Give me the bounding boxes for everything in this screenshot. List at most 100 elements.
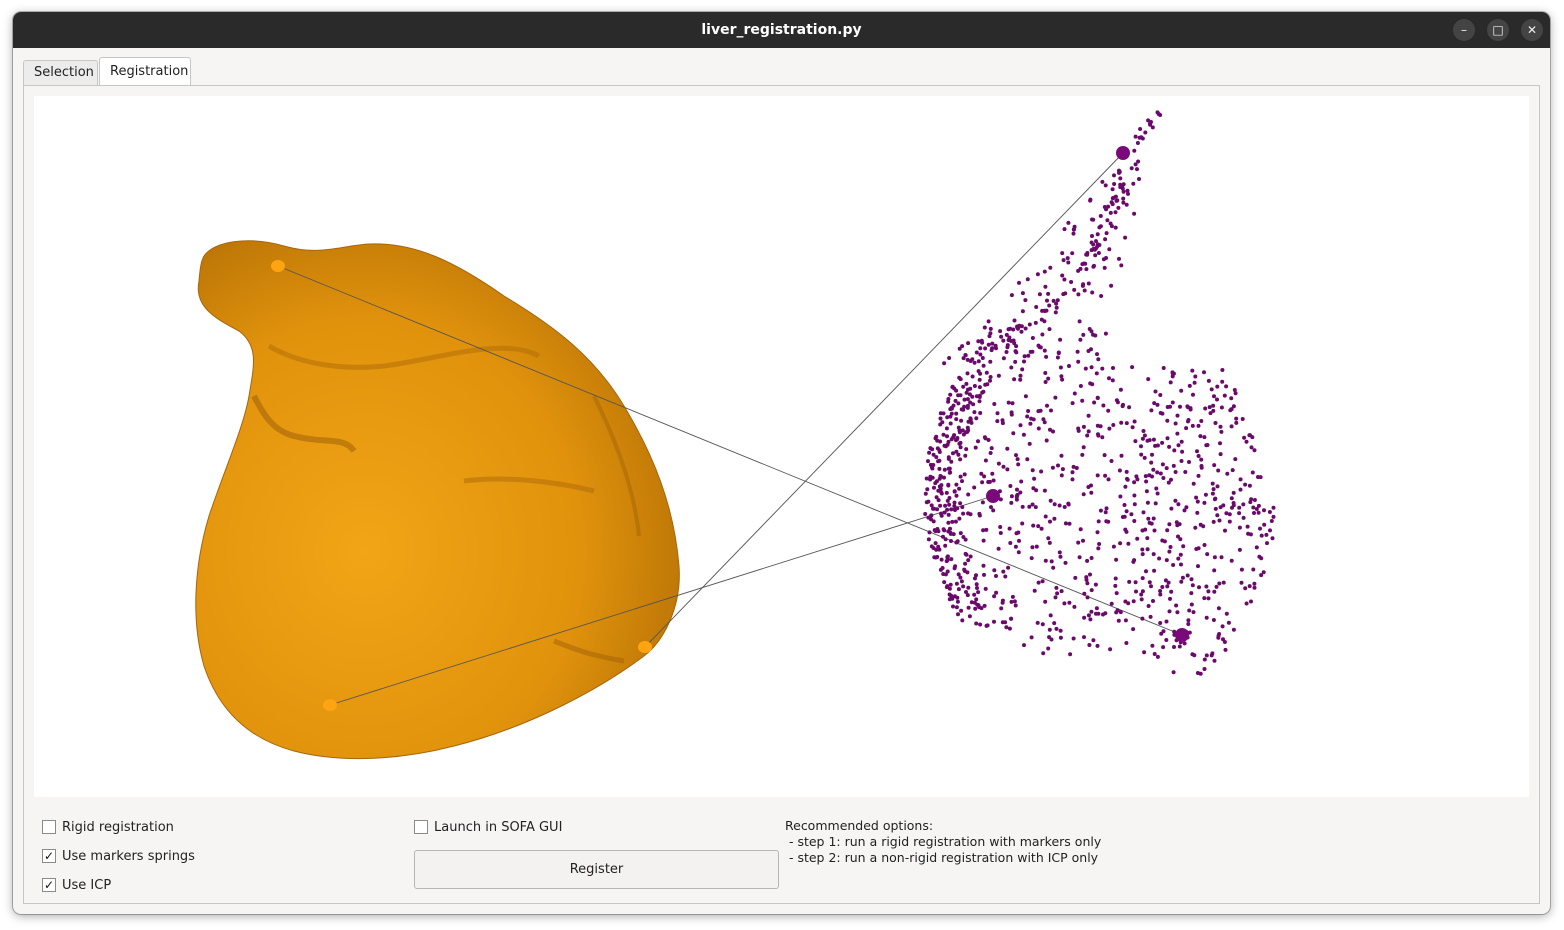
point-cloud-point [972, 592, 977, 597]
liver-marker[interactable] [638, 641, 652, 653]
point-cloud-point [1151, 437, 1156, 442]
use-icp-option[interactable]: Use ICP [42, 876, 111, 894]
liver-mesh[interactable] [195, 240, 680, 760]
point-cloud-point [1210, 481, 1215, 486]
point-cloud-point [1107, 247, 1112, 252]
point-cloud-point [1141, 429, 1146, 433]
point-cloud-point [1138, 127, 1143, 131]
point-cloud-point [1220, 368, 1225, 372]
use-icp-checkbox[interactable] [42, 878, 56, 892]
point-cloud-point [1171, 563, 1176, 567]
cloud-marker[interactable] [986, 489, 1000, 503]
point-cloud-point [1237, 511, 1242, 516]
point-cloud-point [1039, 526, 1044, 531]
point-cloud-point [1160, 440, 1165, 445]
liver-marker[interactable] [271, 260, 285, 272]
3d-viewport[interactable] [34, 96, 1529, 797]
point-cloud-point [1023, 326, 1028, 331]
point-cloud-point [1038, 345, 1043, 350]
point-cloud-point [963, 353, 968, 357]
point-cloud-point [1061, 292, 1066, 297]
point-cloud-point [1043, 514, 1048, 519]
point-cloud-point [1175, 610, 1180, 615]
point-cloud-point [1040, 622, 1045, 627]
point-cloud-point [1231, 490, 1236, 495]
point-cloud-point [1090, 382, 1095, 387]
point-cloud-point [1111, 195, 1116, 200]
point-cloud-point [994, 590, 999, 595]
liver-marker[interactable] [323, 699, 337, 711]
tab-registration[interactable]: Registration [99, 57, 191, 86]
register-button[interactable]: Register [414, 850, 779, 889]
launch-sofa-gui-option[interactable]: Launch in SOFA GUI [414, 818, 562, 836]
point-cloud-point [1060, 273, 1065, 278]
scene-canvas[interactable] [34, 96, 1529, 797]
point-cloud-point [965, 429, 970, 434]
point-cloud-point [1102, 453, 1107, 458]
point-cloud-point [1229, 558, 1234, 563]
point-cloud-point [1104, 207, 1108, 212]
point-cloud-point [1164, 638, 1169, 642]
point-cloud-point [934, 434, 939, 439]
point-cloud-point [1238, 487, 1243, 492]
point-cloud-point [1141, 510, 1146, 515]
point-cloud-point [963, 453, 968, 458]
use-markers-springs-option[interactable]: Use markers springs [42, 847, 195, 865]
point-cloud-point [1086, 349, 1091, 353]
maximize-button[interactable]: □ [1487, 19, 1509, 41]
point-cloud-point [1059, 473, 1064, 478]
rigid-registration-checkbox[interactable] [42, 820, 56, 834]
point-cloud-point [1191, 392, 1195, 397]
point-cloud-point [1067, 364, 1071, 368]
point-cloud-point [1224, 611, 1229, 616]
point-cloud-point [1258, 475, 1263, 480]
point-cloud-point [1150, 452, 1154, 457]
point-cloud-point [957, 441, 962, 446]
point-cloud-point [1006, 400, 1011, 405]
point-cloud-point [934, 455, 939, 460]
cloud-marker[interactable] [1116, 146, 1130, 160]
point-cloud-point [952, 433, 957, 438]
point-cloud-point [954, 417, 959, 422]
point-cloud-point [1043, 380, 1048, 384]
point-cloud-point [1130, 365, 1135, 370]
point-cloud-point [1147, 580, 1152, 585]
point-cloud[interactable] [923, 110, 1276, 676]
point-cloud-point [1078, 266, 1083, 271]
point-cloud-point [1104, 506, 1109, 511]
point-cloud-point [952, 500, 957, 505]
title-bar[interactable]: liver_registration.py – □ ✕ [13, 12, 1550, 48]
rigid-registration-option[interactable]: Rigid registration [42, 818, 174, 836]
point-cloud-point [1063, 521, 1068, 526]
point-cloud-point [961, 511, 966, 516]
point-cloud-point [1217, 632, 1222, 636]
point-cloud-point [1135, 536, 1140, 541]
point-cloud-point [1249, 445, 1254, 450]
point-cloud-point [1194, 495, 1199, 500]
point-cloud-point [1086, 413, 1091, 418]
cloud-marker[interactable] [1175, 628, 1189, 642]
close-button[interactable]: ✕ [1521, 19, 1543, 41]
point-cloud-point [1009, 494, 1014, 499]
point-cloud-point [1250, 435, 1255, 440]
minimize-button[interactable]: – [1453, 19, 1475, 41]
point-cloud-point [1078, 337, 1083, 342]
point-cloud-point [953, 519, 958, 524]
point-cloud-point [1037, 292, 1042, 297]
point-cloud-point [1089, 588, 1094, 593]
point-cloud-point [1100, 435, 1105, 440]
point-cloud-point [972, 485, 977, 490]
tab-selection[interactable]: Selection [23, 60, 98, 85]
point-cloud-point [1140, 547, 1145, 552]
launch-sofa-gui-checkbox[interactable] [414, 820, 428, 834]
use-markers-springs-checkbox[interactable] [42, 849, 56, 863]
point-cloud-point [1121, 402, 1125, 407]
point-cloud-point [1048, 498, 1053, 503]
point-cloud-point [1086, 281, 1091, 286]
point-cloud-point [1252, 498, 1257, 502]
point-cloud-point [1090, 290, 1095, 295]
point-cloud-point [942, 467, 947, 472]
point-cloud-point [1129, 166, 1134, 171]
point-cloud-point [1070, 251, 1075, 256]
point-cloud-point [1081, 332, 1086, 337]
